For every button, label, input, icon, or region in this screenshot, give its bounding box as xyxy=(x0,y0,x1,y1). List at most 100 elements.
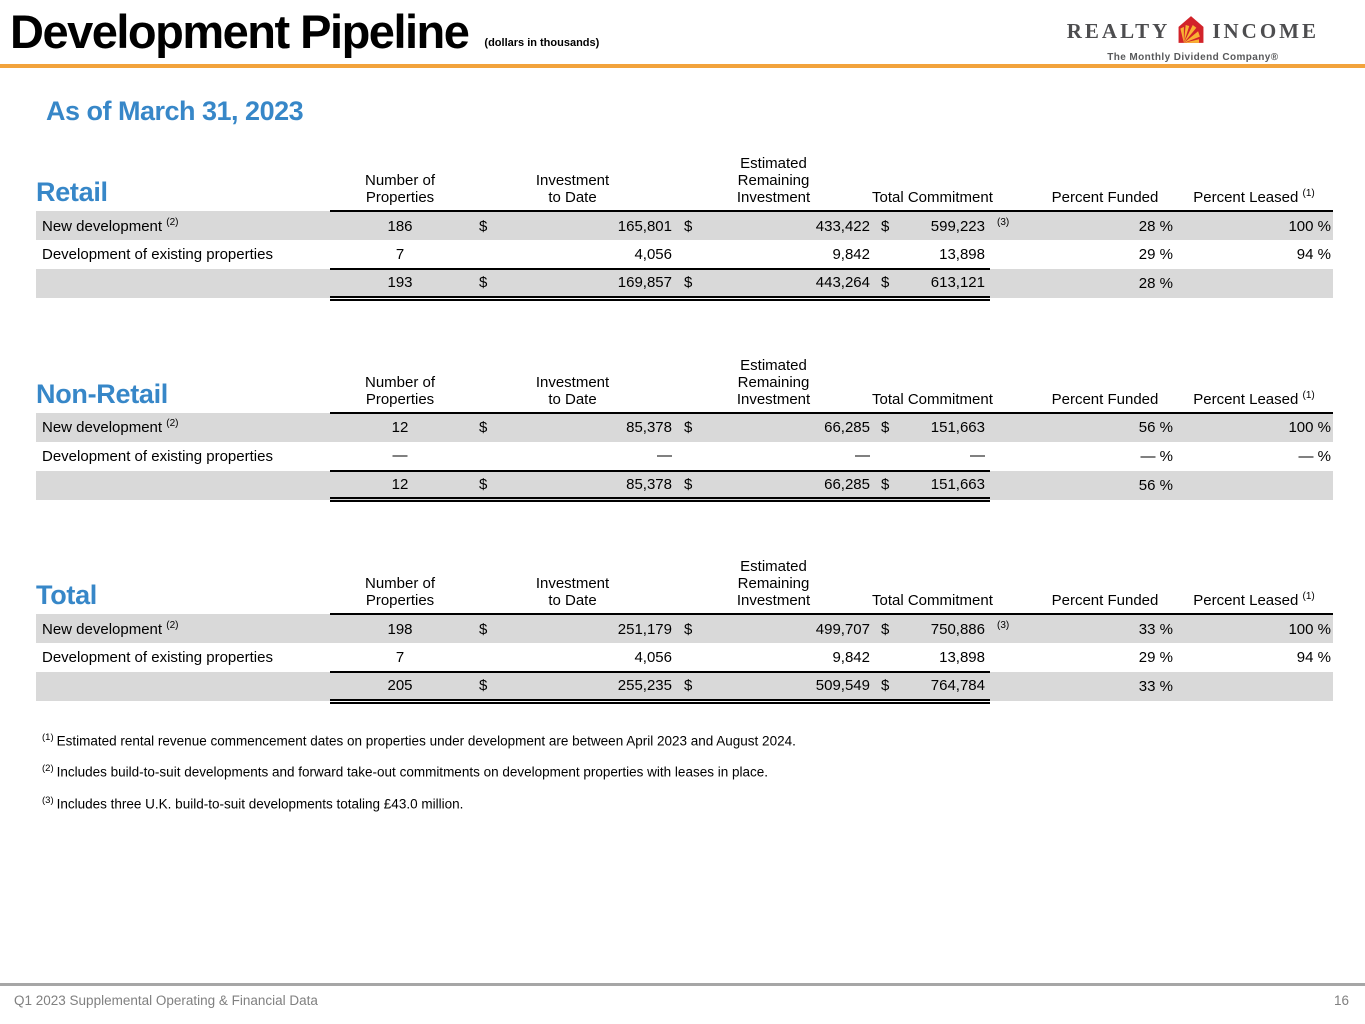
cell-percent-leased: 94 % xyxy=(1296,649,1331,666)
title-block: Development Pipeline (dollars in thousan… xyxy=(10,6,599,58)
realty-income-house-icon xyxy=(1175,14,1207,49)
page-title: Development Pipeline xyxy=(10,5,470,58)
row-label: New development (2) xyxy=(36,412,330,442)
col-header-total-commitment: Total Commitment xyxy=(872,155,993,212)
row-label: Development of existing properties xyxy=(42,447,273,465)
row-label xyxy=(36,269,330,298)
col-header-footnote-spacer xyxy=(990,356,1035,414)
dollar-sign: $ xyxy=(872,614,902,643)
cell-footnote-ref xyxy=(990,470,1035,500)
dollar-sign: $ xyxy=(470,671,500,704)
cell-est-remaining-investment: 433,422 xyxy=(705,211,872,240)
logo-tagline: The Monthly Dividend Company® xyxy=(1107,52,1279,63)
cell-investment-to-date: 85,378 xyxy=(500,469,675,502)
dollar-sign: $ xyxy=(675,268,705,301)
cell-num-properties: 12 xyxy=(330,469,470,502)
cell-investment-to-date: 4,056 xyxy=(634,245,672,263)
cell-percent-funded: 28 % xyxy=(1035,211,1175,240)
dollar-sign xyxy=(872,643,902,672)
col-header-investment-to-date: Investment to Date xyxy=(470,558,675,615)
footnote-1: (1) Estimated rental revenue commencement… xyxy=(42,731,796,749)
dollar-sign: $ xyxy=(872,268,902,301)
row-label xyxy=(36,672,330,701)
dollar-sign: $ xyxy=(872,469,902,502)
page-footer: Q1 2023 Supplemental Operating & Financi… xyxy=(0,983,1365,1024)
table-row-new-development: New development (2) 186 $ 165,801 $ 433,… xyxy=(36,211,1333,240)
cell-percent-leased: 100 % xyxy=(1175,614,1333,643)
col-header-percent-funded: Percent Funded xyxy=(1035,558,1175,615)
cell-est-remaining-investment: 66,285 xyxy=(705,469,872,502)
col-header-percent-funded: Percent Funded xyxy=(1035,155,1175,212)
logo-word-income: INCOME xyxy=(1212,19,1319,43)
col-header-percent-leased: Percent Leased (1) xyxy=(1175,558,1333,615)
cell-num-properties: 7 xyxy=(395,245,405,263)
section-title-retail: Retail xyxy=(36,177,108,207)
cell-percent-funded: — % xyxy=(1140,447,1173,465)
cell-total-commitment: — xyxy=(970,447,985,464)
col-header-investment-to-date: Investment to Date xyxy=(470,155,675,212)
table-header-row: Non-Retail Number of Properties Investmen… xyxy=(36,356,1333,414)
col-header-number-of-properties: Number of Properties xyxy=(330,558,470,615)
footnotes: (1) Estimated rental revenue commencement… xyxy=(42,730,1365,813)
table-total-row: 12 $ 85,378 $ 66,285 $ 151,663 56 % xyxy=(36,469,1333,502)
dollar-sign: $ xyxy=(872,412,902,442)
company-logo: REALTY INCOME The Monthly Dividend Compa… xyxy=(1067,14,1319,63)
section-title-total: Total xyxy=(36,580,97,610)
cell-est-remaining-investment: 9,842 xyxy=(832,245,870,263)
cell-investment-to-date: 165,801 xyxy=(500,211,675,240)
dollar-sign xyxy=(675,240,705,269)
table-header-row: Total Number of Properties Investment to D… xyxy=(36,558,1333,615)
dollar-sign xyxy=(470,442,500,471)
accent-rule xyxy=(0,64,1365,68)
table-total-row: 193 $ 169,857 $ 443,264 $ 613,121 28 % xyxy=(36,268,1333,301)
cell-total-commitment: 613,121 xyxy=(902,268,990,301)
cell-footnote-ref: (3) xyxy=(990,614,1035,643)
table-total-row: 205 $ 255,235 $ 509,549 $ 764,784 33 % xyxy=(36,671,1333,704)
table-header-row: Retail Number of Properties Investment to … xyxy=(36,155,1333,212)
cell-footnote-ref xyxy=(990,412,1035,442)
dollar-sign: $ xyxy=(675,211,705,240)
cell-percent-leased xyxy=(1175,470,1333,500)
cell-footnote-ref xyxy=(990,643,1035,672)
cell-investment-to-date: — xyxy=(657,447,672,464)
cell-total-commitment: 599,223 xyxy=(902,211,990,240)
dollar-sign xyxy=(470,240,500,269)
cell-investment-to-date: 169,857 xyxy=(500,268,675,301)
cell-est-remaining-investment: 443,264 xyxy=(705,268,872,301)
cell-investment-to-date: 4,056 xyxy=(634,648,672,666)
section-title-non-retail: Non-Retail xyxy=(36,378,169,409)
col-header-percent-leased: Percent Leased (1) xyxy=(1175,155,1333,212)
cell-est-remaining-investment: 9,842 xyxy=(832,648,870,666)
cell-num-properties: 193 xyxy=(330,268,470,301)
cell-percent-funded: 33 % xyxy=(1035,614,1175,643)
col-header-footnote-spacer xyxy=(990,155,1035,212)
dollar-sign xyxy=(675,643,705,672)
dollar-sign xyxy=(872,442,902,471)
footnote-2: (2) Includes build-to-suit developments a… xyxy=(42,763,768,780)
cell-footnote-ref: (3) xyxy=(990,211,1035,240)
cell-num-properties: 12 xyxy=(330,412,470,442)
cell-total-commitment: 151,663 xyxy=(902,469,990,502)
as-of-date: As of March 31, 2023 xyxy=(46,96,304,126)
dollar-sign: $ xyxy=(470,211,500,240)
table-row-existing-properties: Development of existing properties 7 4,0… xyxy=(36,240,1333,269)
cell-percent-leased xyxy=(1175,269,1333,298)
cell-est-remaining-investment: 509,549 xyxy=(705,671,872,704)
dollar-sign xyxy=(872,240,902,269)
cell-total-commitment: 13,898 xyxy=(939,245,985,263)
dollar-sign: $ xyxy=(872,211,902,240)
col-header-total-commitment: Total Commitment xyxy=(872,558,993,615)
table-row-new-development: New development (2) 12 $ 85,378 $ 66,285… xyxy=(36,412,1333,442)
cell-footnote-ref xyxy=(990,269,1035,298)
retail-table: Retail Number of Properties Investment to … xyxy=(36,155,1333,301)
dollar-sign: $ xyxy=(470,268,500,301)
col-header-investment-to-date: Investment to Date xyxy=(470,356,675,414)
col-header-estimated-remaining-investment: Estimated Remaining Investment xyxy=(675,155,872,212)
col-header-number-of-properties: Number of Properties xyxy=(330,356,470,414)
dollar-sign xyxy=(470,643,500,672)
cell-footnote-ref xyxy=(990,672,1035,701)
col-header-percent-leased: Percent Leased (1) xyxy=(1175,356,1333,414)
cell-num-properties: 7 xyxy=(395,648,405,666)
footer-document-title: Q1 2023 Supplemental Operating & Financi… xyxy=(14,993,318,1008)
cell-num-properties: 205 xyxy=(330,671,470,704)
